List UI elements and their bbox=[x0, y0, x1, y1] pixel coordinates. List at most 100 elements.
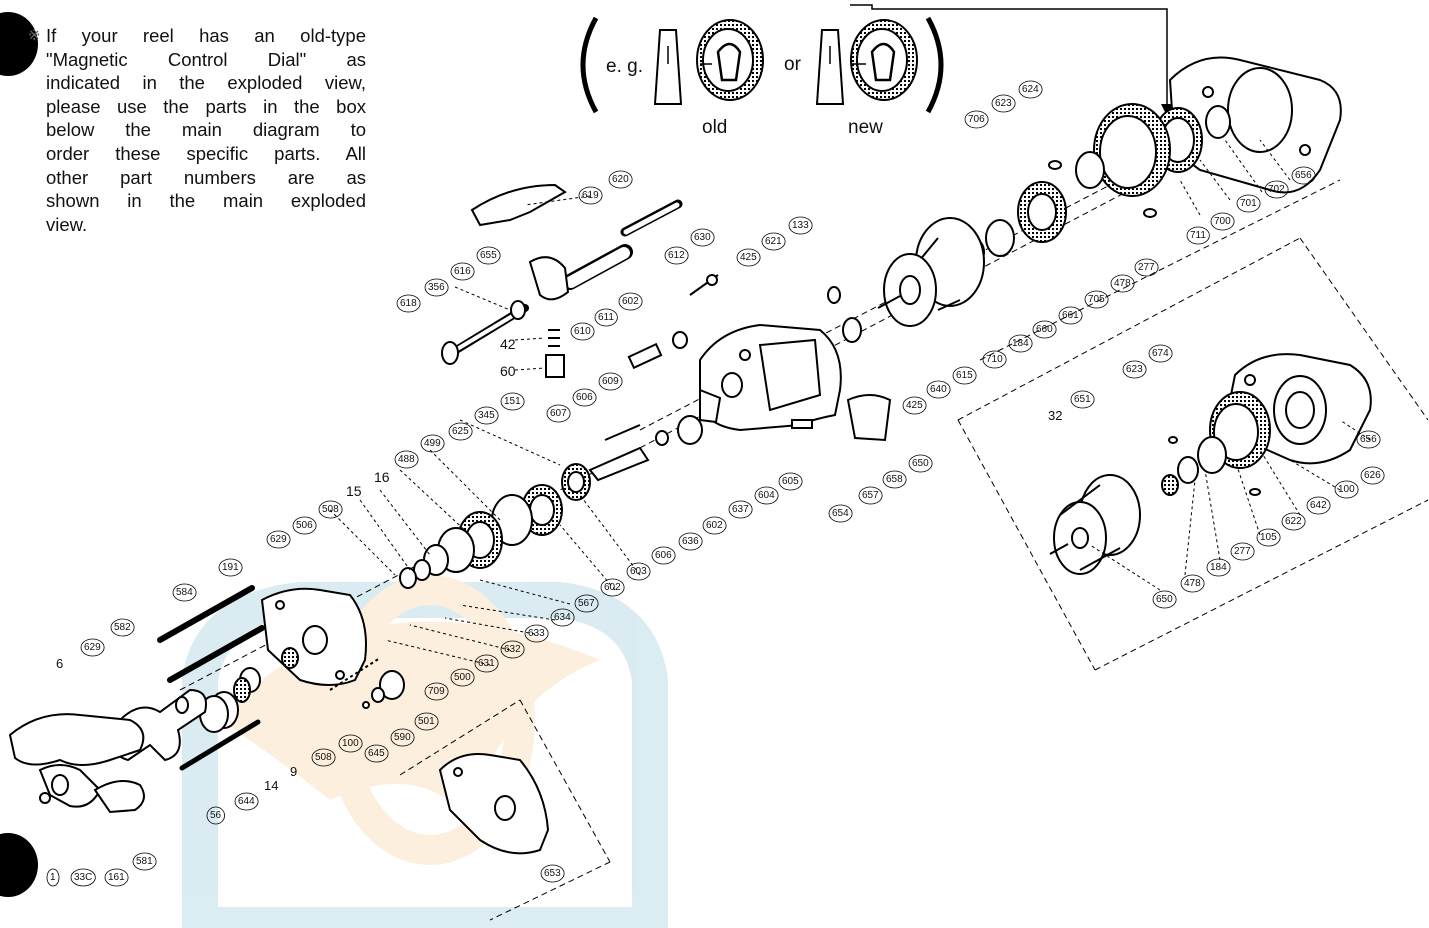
part-number-circle bbox=[608, 170, 633, 189]
part-number-circle bbox=[104, 868, 129, 887]
part-number-circle bbox=[218, 558, 243, 577]
part-number: 650 bbox=[1156, 594, 1173, 605]
part-number: 191 bbox=[222, 562, 239, 573]
part-number-circle bbox=[396, 294, 421, 313]
part-number: 133 bbox=[792, 220, 809, 231]
new-label: new bbox=[848, 117, 883, 138]
magnetic-dial-parts-box bbox=[957, 237, 1429, 671]
part-number-circle bbox=[702, 516, 727, 535]
part-number: 705 bbox=[1088, 294, 1105, 305]
part-number: 625 bbox=[452, 426, 469, 437]
part-number: 500 bbox=[454, 672, 471, 683]
part-number: 616 bbox=[454, 266, 471, 277]
part-number-circle bbox=[46, 868, 60, 887]
part-number: 618 bbox=[400, 298, 417, 309]
part-number-circle bbox=[1264, 180, 1289, 199]
part-number-circle bbox=[474, 654, 499, 673]
part-number: 640 bbox=[930, 384, 947, 395]
part-number-circle bbox=[110, 618, 135, 637]
part-number-labels: 624 623 706 656 702 701 700 711 133 621 … bbox=[46, 80, 1385, 887]
part-number-circle bbox=[1210, 212, 1235, 231]
part-number: 711 bbox=[1190, 230, 1206, 241]
note-line: order these specific parts. All bbox=[46, 142, 366, 164]
part-number-circle bbox=[546, 404, 571, 423]
part-number-circle bbox=[292, 516, 317, 535]
note-line: "Magnetic Control Dial" as bbox=[46, 48, 366, 70]
spool bbox=[877, 217, 985, 327]
part-number: 706 bbox=[968, 114, 985, 125]
or-label: or bbox=[784, 54, 802, 75]
part-number-circle bbox=[1356, 430, 1381, 449]
part-number-circle bbox=[70, 868, 96, 887]
part-number-circle bbox=[80, 638, 105, 657]
clutch-and-rods bbox=[441, 183, 683, 378]
part-number-circle bbox=[578, 186, 603, 205]
part-number-circle bbox=[926, 380, 951, 399]
part-number: 501 bbox=[418, 716, 435, 727]
part-number-circle bbox=[1110, 274, 1135, 293]
part-number: 622 bbox=[1285, 516, 1302, 527]
part-number: 605 bbox=[782, 476, 799, 487]
part-number-circle bbox=[991, 94, 1016, 113]
part-number-circle bbox=[1306, 496, 1331, 515]
part-number: 701 bbox=[1240, 198, 1257, 209]
part-number-circle bbox=[574, 594, 599, 613]
part-number: 42 bbox=[500, 336, 516, 352]
note-marker: ※ bbox=[28, 27, 41, 44]
part-number: 15 bbox=[346, 483, 362, 499]
part-number-circle bbox=[474, 406, 499, 425]
note-line: other part numbers are as bbox=[46, 166, 366, 188]
part-number-circle bbox=[338, 734, 363, 753]
part-number: 702 bbox=[1268, 184, 1285, 195]
part-number-circle bbox=[690, 228, 715, 247]
part-number: 602 bbox=[622, 296, 639, 307]
part-number-circle bbox=[858, 486, 883, 505]
part-number-circle bbox=[1058, 306, 1083, 325]
part-number-circle bbox=[524, 624, 549, 643]
part-number-circle bbox=[1236, 194, 1261, 213]
part-number: 642 bbox=[1310, 500, 1327, 511]
part-number-circle bbox=[476, 246, 501, 265]
part-number: 633 bbox=[528, 628, 545, 639]
part-number: 602 bbox=[706, 520, 723, 531]
part-number-circle bbox=[540, 864, 565, 883]
part-number-circle bbox=[1070, 390, 1095, 409]
part-number-circle bbox=[500, 640, 525, 659]
right-side-cover bbox=[399, 699, 611, 921]
part-number: 590 bbox=[394, 732, 411, 743]
part-number-circle bbox=[952, 366, 977, 385]
part-number: 478 bbox=[1114, 278, 1131, 289]
part-number-circle bbox=[1032, 320, 1057, 339]
part-number-circle bbox=[1360, 466, 1385, 485]
note-line: shown in the main exploded bbox=[46, 190, 366, 212]
part-number-circle bbox=[754, 486, 779, 505]
part-number: 184 bbox=[1210, 562, 1227, 573]
part-number: 105 bbox=[1260, 532, 1277, 543]
part-number: 623 bbox=[1126, 364, 1143, 375]
part-number-circle bbox=[964, 110, 989, 129]
part-number-circle bbox=[1230, 542, 1255, 561]
eg-label: e. g. bbox=[606, 56, 643, 77]
part-number: 161 bbox=[108, 872, 125, 883]
part-number-circle bbox=[1122, 360, 1147, 379]
part-number: 631 bbox=[478, 658, 495, 669]
part-number-circle bbox=[450, 262, 475, 281]
part-number-circle bbox=[390, 728, 415, 747]
part-number: 356 bbox=[428, 282, 445, 293]
part-number: 602 bbox=[604, 582, 621, 593]
part-number-circle bbox=[311, 748, 336, 767]
part-number: 478 bbox=[1184, 578, 1201, 589]
part-number: 345 bbox=[478, 410, 495, 421]
part-number-circle bbox=[1206, 558, 1231, 577]
part-number: 425 bbox=[906, 400, 923, 411]
part-number-circle bbox=[651, 546, 676, 565]
part-number: 100 bbox=[1338, 484, 1355, 495]
part-number: 619 bbox=[582, 190, 599, 201]
part-number-circle bbox=[206, 806, 225, 825]
part-number: 653 bbox=[544, 868, 561, 879]
part-number-circle bbox=[1291, 166, 1316, 185]
part-number: 637 bbox=[732, 504, 749, 515]
part-number: 709 bbox=[428, 686, 445, 697]
